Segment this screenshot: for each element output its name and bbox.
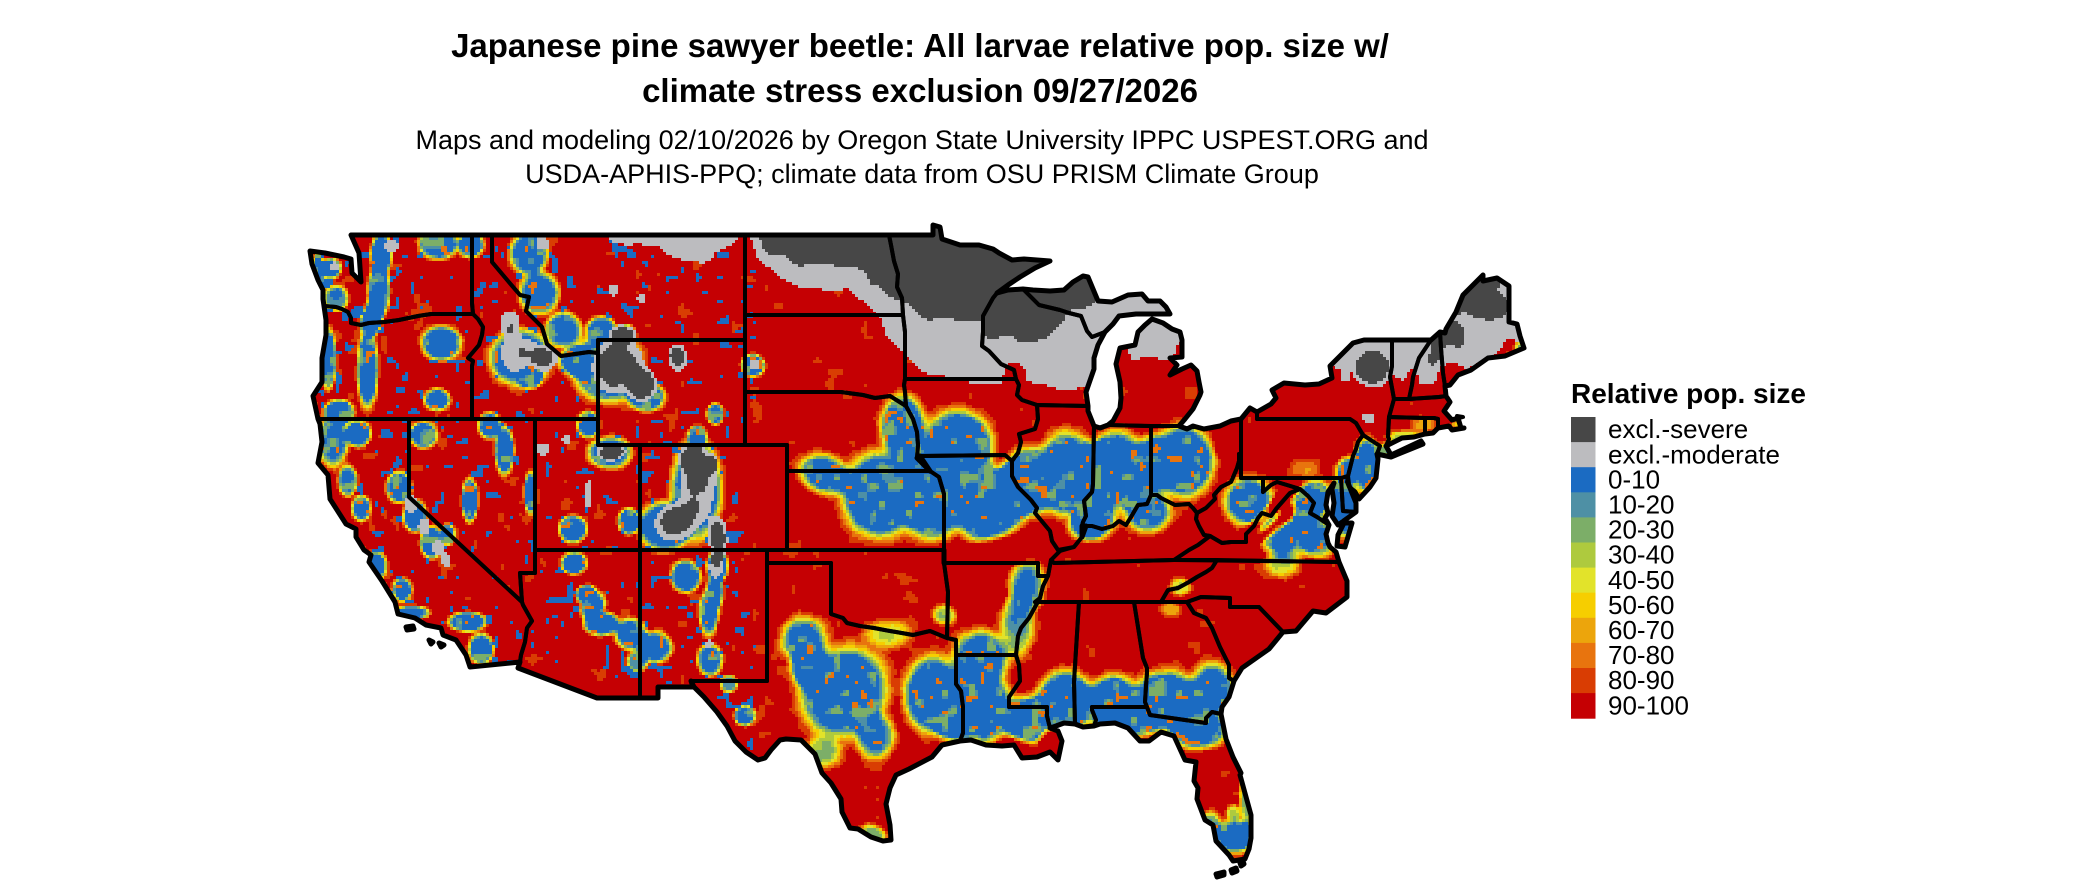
svg-text:40-50: 40-50 [1608,565,1675,595]
svg-text:30-40: 30-40 [1608,540,1675,570]
svg-text:60-70: 60-70 [1608,615,1675,645]
svg-text:70-80: 70-80 [1608,640,1675,670]
svg-text:90-100: 90-100 [1608,690,1689,720]
svg-text:80-90: 80-90 [1608,665,1675,695]
svg-text:climate stress exclusion 09/27: climate stress exclusion 09/27/2026 [642,72,1198,109]
svg-text:USDA-APHIS-PPQ; climate data f: USDA-APHIS-PPQ; climate data from OSU PR… [525,159,1319,189]
svg-text:Japanese pine sawyer beetle: A: Japanese pine sawyer beetle: All larvae … [451,27,1389,64]
svg-text:excl.-severe: excl.-severe [1608,414,1748,444]
svg-text:0-10: 0-10 [1608,464,1660,494]
svg-text:10-20: 10-20 [1608,490,1675,520]
svg-text:excl.-moderate: excl.-moderate [1608,439,1780,469]
svg-text:20-30: 20-30 [1608,515,1675,545]
svg-text:50-60: 50-60 [1608,590,1675,620]
svg-text:Relative pop. size: Relative pop. size [1571,378,1806,409]
svg-text:Maps and modeling 02/10/2026 b: Maps and modeling 02/10/2026 by Oregon S… [415,125,1428,155]
